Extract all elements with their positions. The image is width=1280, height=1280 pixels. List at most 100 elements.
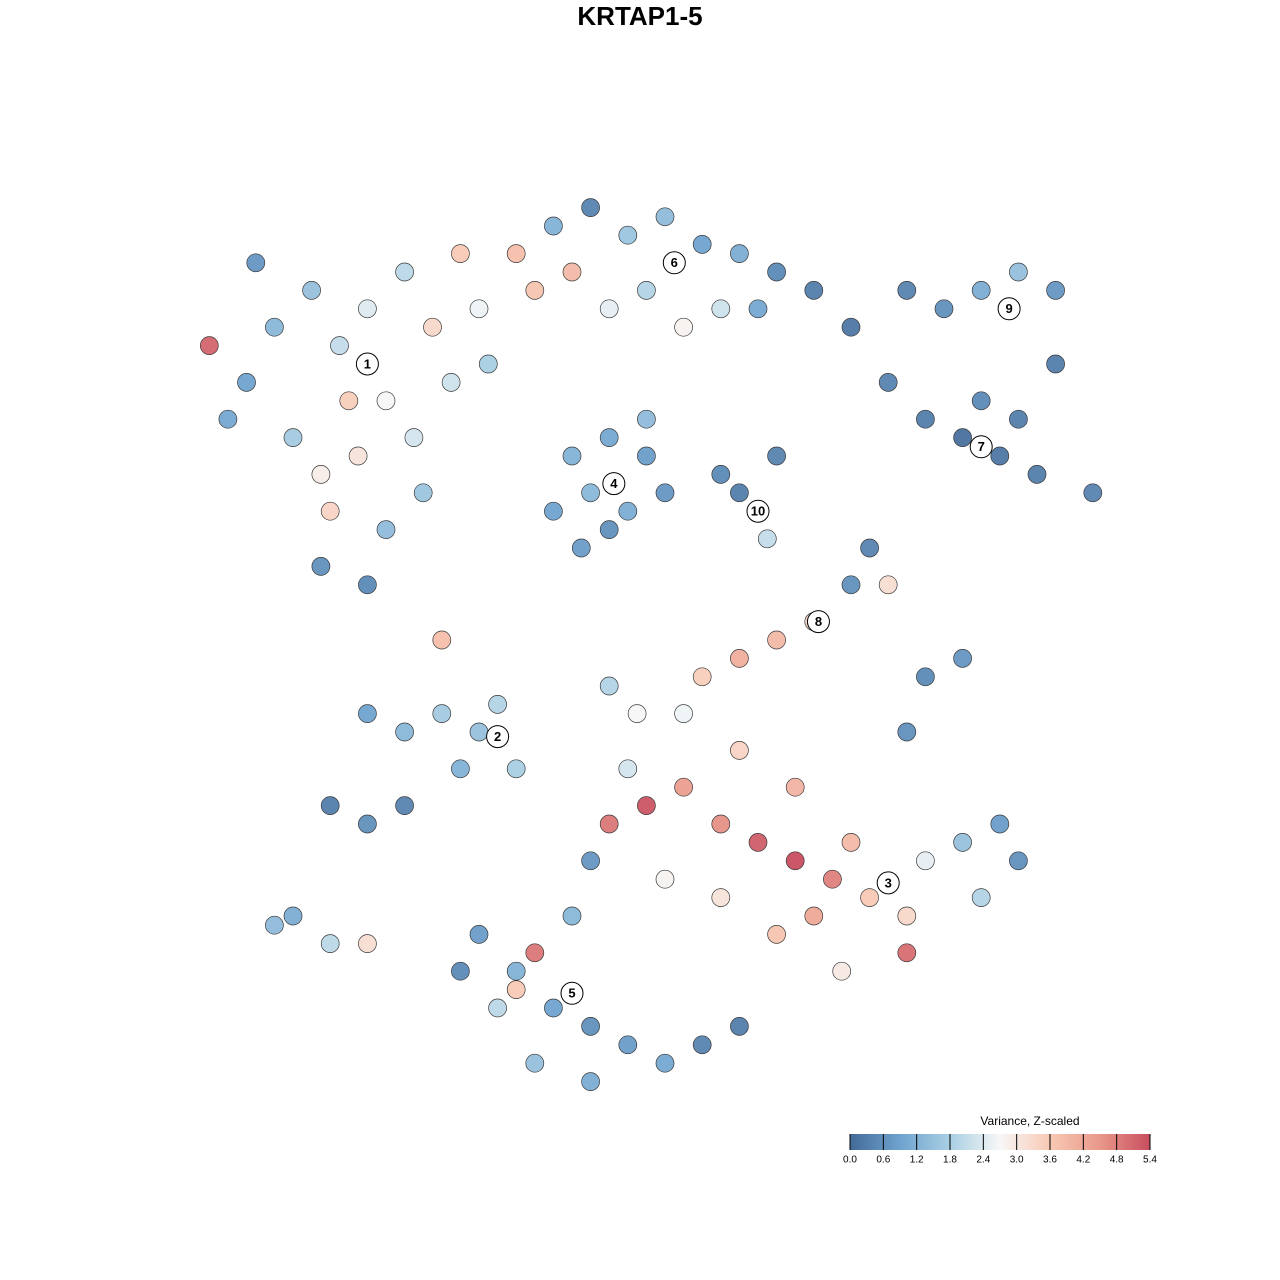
point xyxy=(562,446,582,466)
point xyxy=(451,961,470,981)
cluster-label: 10 xyxy=(751,504,765,519)
point xyxy=(506,980,526,999)
cluster-label-bg xyxy=(662,251,686,275)
point xyxy=(451,759,470,779)
point xyxy=(757,529,777,549)
point xyxy=(506,759,526,779)
point xyxy=(1083,483,1103,503)
point xyxy=(571,538,591,558)
point xyxy=(581,851,600,871)
point xyxy=(423,317,442,337)
point xyxy=(618,1035,638,1055)
cluster-label: 9 xyxy=(1005,301,1012,316)
cluster-label-bg xyxy=(486,725,510,749)
cluster-label: 2 xyxy=(494,729,501,744)
point xyxy=(637,796,656,815)
colorbar-tick-label: 0.6 xyxy=(876,1155,890,1166)
cluster-label-bg xyxy=(602,472,626,496)
point xyxy=(990,814,1010,834)
colorbar-title: Variance, Z-scaled xyxy=(980,1114,1079,1128)
colorbar-tick-label: 2.4 xyxy=(976,1155,990,1166)
point xyxy=(841,317,861,337)
point xyxy=(916,851,935,871)
point xyxy=(953,649,972,668)
point xyxy=(618,759,638,779)
point xyxy=(506,244,526,263)
point xyxy=(469,722,489,742)
point xyxy=(488,998,507,1018)
point xyxy=(376,520,396,539)
point xyxy=(934,299,954,319)
colorbar-tick-label: 3.0 xyxy=(1010,1155,1024,1166)
point xyxy=(562,262,582,282)
cluster-label-bg xyxy=(969,435,993,459)
cluster-label-bg xyxy=(997,297,1021,321)
point xyxy=(1046,354,1065,374)
point xyxy=(311,465,331,484)
cluster-label: 3 xyxy=(885,875,892,890)
point xyxy=(841,833,861,852)
point xyxy=(832,961,852,981)
point xyxy=(358,934,377,953)
point xyxy=(860,888,879,907)
point xyxy=(897,943,917,963)
point xyxy=(348,446,368,466)
point xyxy=(692,235,712,254)
colorbar-tick-label: 1.8 xyxy=(943,1155,957,1166)
point xyxy=(637,409,656,429)
point xyxy=(441,373,461,392)
point xyxy=(581,1072,600,1091)
point xyxy=(1009,262,1028,282)
cluster-label-bg xyxy=(876,871,900,895)
point xyxy=(358,575,377,595)
point xyxy=(730,741,749,760)
point xyxy=(637,446,656,466)
point xyxy=(218,409,238,429)
point xyxy=(525,281,545,300)
point xyxy=(878,575,898,595)
point xyxy=(599,676,619,696)
cluster-label: 6 xyxy=(671,255,678,270)
point xyxy=(711,814,731,834)
point xyxy=(655,483,675,503)
point xyxy=(674,704,693,723)
point xyxy=(237,373,256,392)
point xyxy=(358,704,377,723)
point xyxy=(469,299,489,319)
colorbar-tick-label: 0.0 xyxy=(843,1155,857,1166)
point xyxy=(544,216,563,236)
point xyxy=(1027,465,1047,484)
point xyxy=(990,446,1010,466)
cluster-label: 4 xyxy=(610,476,618,491)
point xyxy=(655,207,675,227)
point xyxy=(618,501,638,521)
point xyxy=(767,630,786,650)
point xyxy=(1009,409,1028,429)
point xyxy=(711,465,731,484)
point xyxy=(767,262,786,282)
point xyxy=(488,695,507,714)
colorbar-tick-label: 1.2 xyxy=(910,1155,924,1166)
point xyxy=(916,667,935,687)
point xyxy=(413,483,433,503)
point xyxy=(730,649,749,668)
point xyxy=(478,354,498,374)
point xyxy=(618,225,638,245)
point xyxy=(302,281,321,300)
point xyxy=(655,869,675,889)
colorbar-tick-label: 3.6 xyxy=(1043,1155,1057,1166)
point xyxy=(711,888,731,907)
point xyxy=(860,538,879,558)
point xyxy=(599,520,619,539)
point xyxy=(358,299,377,319)
cluster-label-bg xyxy=(355,352,379,376)
point xyxy=(804,906,824,926)
point xyxy=(823,869,842,889)
point xyxy=(599,814,619,834)
point xyxy=(767,446,786,466)
point xyxy=(748,299,768,319)
point xyxy=(730,244,749,263)
point xyxy=(953,833,972,852)
point xyxy=(627,704,647,723)
